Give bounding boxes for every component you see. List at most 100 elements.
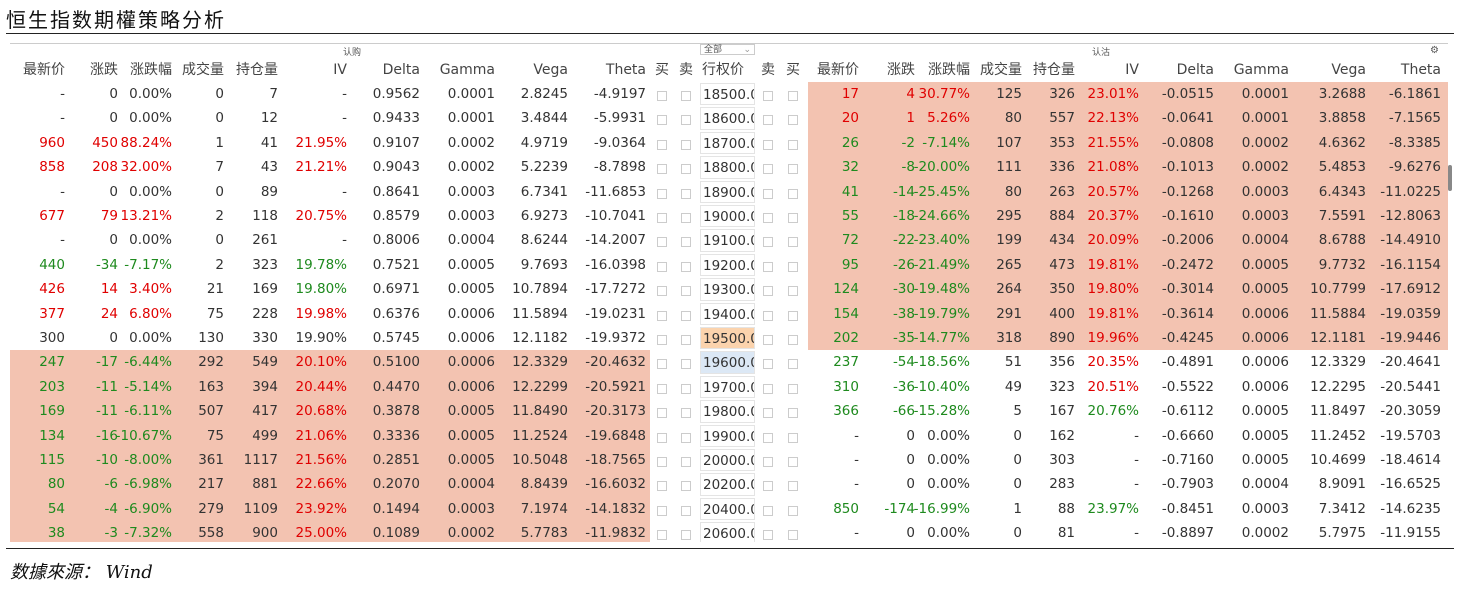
- checkbox[interactable]: [788, 139, 798, 150]
- checkbox[interactable]: [763, 432, 773, 443]
- checkbox[interactable]: [763, 139, 773, 150]
- checkbox[interactable]: [788, 530, 798, 541]
- checkbox[interactable]: [657, 115, 667, 126]
- checkbox[interactable]: [763, 164, 773, 175]
- checkbox[interactable]: [788, 310, 798, 321]
- call-cell: 19.90%: [295, 330, 347, 346]
- checkbox[interactable]: [763, 457, 773, 467]
- strike-price: 18900.00: [700, 180, 755, 203]
- scrollbar[interactable]: [1448, 165, 1452, 191]
- checkbox[interactable]: [657, 310, 667, 321]
- checkbox[interactable]: [788, 432, 798, 443]
- checkbox[interactable]: [681, 164, 691, 175]
- checkbox[interactable]: [657, 481, 667, 492]
- checkbox[interactable]: [681, 359, 691, 370]
- checkbox[interactable]: [788, 481, 798, 492]
- checkbox[interactable]: [788, 359, 798, 370]
- put-cell: -0.2472: [1161, 256, 1214, 273]
- put-cell: -11.0225: [1380, 183, 1441, 200]
- checkbox[interactable]: [657, 213, 667, 223]
- call-cell: 115: [39, 452, 65, 468]
- checkbox[interactable]: [681, 139, 691, 150]
- put-cell: 30.77%: [918, 86, 970, 102]
- checkbox[interactable]: [763, 310, 773, 321]
- checkbox[interactable]: [788, 164, 798, 175]
- checkbox[interactable]: [763, 213, 773, 223]
- checkbox[interactable]: [681, 213, 691, 223]
- put-cell: 4.6362: [1318, 134, 1366, 151]
- checkbox[interactable]: [681, 261, 691, 272]
- checkbox[interactable]: [657, 91, 667, 101]
- checkbox[interactable]: [681, 505, 691, 516]
- checkbox[interactable]: [657, 432, 667, 443]
- checkbox[interactable]: [763, 286, 773, 297]
- checkbox[interactable]: [681, 383, 691, 394]
- checkbox[interactable]: [657, 286, 667, 297]
- checkbox[interactable]: [657, 383, 667, 394]
- call-cell: 8.6244: [520, 232, 568, 249]
- checkbox[interactable]: [763, 505, 773, 516]
- checkbox[interactable]: [681, 91, 691, 101]
- checkbox[interactable]: [763, 188, 773, 199]
- column-header: Vega: [1331, 62, 1366, 78]
- checkbox[interactable]: [788, 91, 798, 101]
- call-cell: 163: [198, 378, 224, 395]
- checkbox[interactable]: [681, 188, 691, 199]
- checkbox[interactable]: [788, 408, 798, 419]
- checkbox[interactable]: [681, 335, 691, 345]
- checkbox[interactable]: [657, 505, 667, 516]
- checkbox[interactable]: [657, 261, 667, 272]
- settings-icon[interactable]: ⚙: [1430, 45, 1439, 56]
- checkbox[interactable]: [763, 530, 773, 541]
- checkbox[interactable]: [788, 115, 798, 126]
- checkbox[interactable]: [657, 188, 667, 199]
- checkbox[interactable]: [763, 383, 773, 394]
- checkbox[interactable]: [788, 188, 798, 199]
- filter-dropdown[interactable]: 全部 ⌄: [700, 44, 755, 55]
- checkbox[interactable]: [763, 261, 773, 272]
- checkbox[interactable]: [657, 408, 667, 419]
- checkbox[interactable]: [788, 383, 798, 394]
- checkbox[interactable]: [763, 335, 773, 345]
- checkbox[interactable]: [681, 432, 691, 443]
- checkbox[interactable]: [657, 237, 667, 248]
- checkbox[interactable]: [681, 457, 691, 467]
- checkbox[interactable]: [681, 237, 691, 248]
- checkbox[interactable]: [657, 457, 667, 467]
- checkbox[interactable]: [763, 408, 773, 419]
- checkbox[interactable]: [763, 91, 773, 101]
- checkbox[interactable]: [657, 164, 667, 175]
- call-cell: 130: [198, 330, 224, 346]
- checkbox[interactable]: [657, 139, 667, 150]
- checkbox[interactable]: [763, 359, 773, 370]
- checkbox[interactable]: [681, 408, 691, 419]
- checkbox[interactable]: [681, 530, 691, 541]
- call-cell: 21.06%: [295, 427, 347, 444]
- call-cell: 549: [252, 354, 278, 371]
- checkbox[interactable]: [788, 237, 798, 248]
- call-cell: 0.0006: [447, 330, 495, 346]
- checkbox[interactable]: [788, 335, 798, 345]
- checkbox[interactable]: [657, 530, 667, 541]
- column-header: Vega: [533, 62, 568, 78]
- checkbox[interactable]: [788, 286, 798, 297]
- checkbox[interactable]: [681, 310, 691, 321]
- checkbox[interactable]: [681, 286, 691, 297]
- call-cell: 0: [109, 232, 118, 249]
- checkbox[interactable]: [657, 359, 667, 370]
- checkbox[interactable]: [681, 481, 691, 492]
- put-cell: 11.2452: [1310, 427, 1366, 444]
- checkbox[interactable]: [763, 481, 773, 492]
- checkbox[interactable]: [681, 115, 691, 126]
- call-cell: 169: [252, 281, 278, 298]
- put-cell: -14.4910: [1380, 232, 1441, 249]
- checkbox[interactable]: [763, 237, 773, 248]
- checkbox[interactable]: [788, 505, 798, 516]
- call-cell: -10: [95, 452, 118, 468]
- checkbox[interactable]: [788, 457, 798, 467]
- checkbox[interactable]: [657, 335, 667, 345]
- put-cell: 10.7799: [1310, 281, 1366, 298]
- checkbox[interactable]: [788, 261, 798, 272]
- checkbox[interactable]: [763, 115, 773, 126]
- checkbox[interactable]: [788, 213, 798, 223]
